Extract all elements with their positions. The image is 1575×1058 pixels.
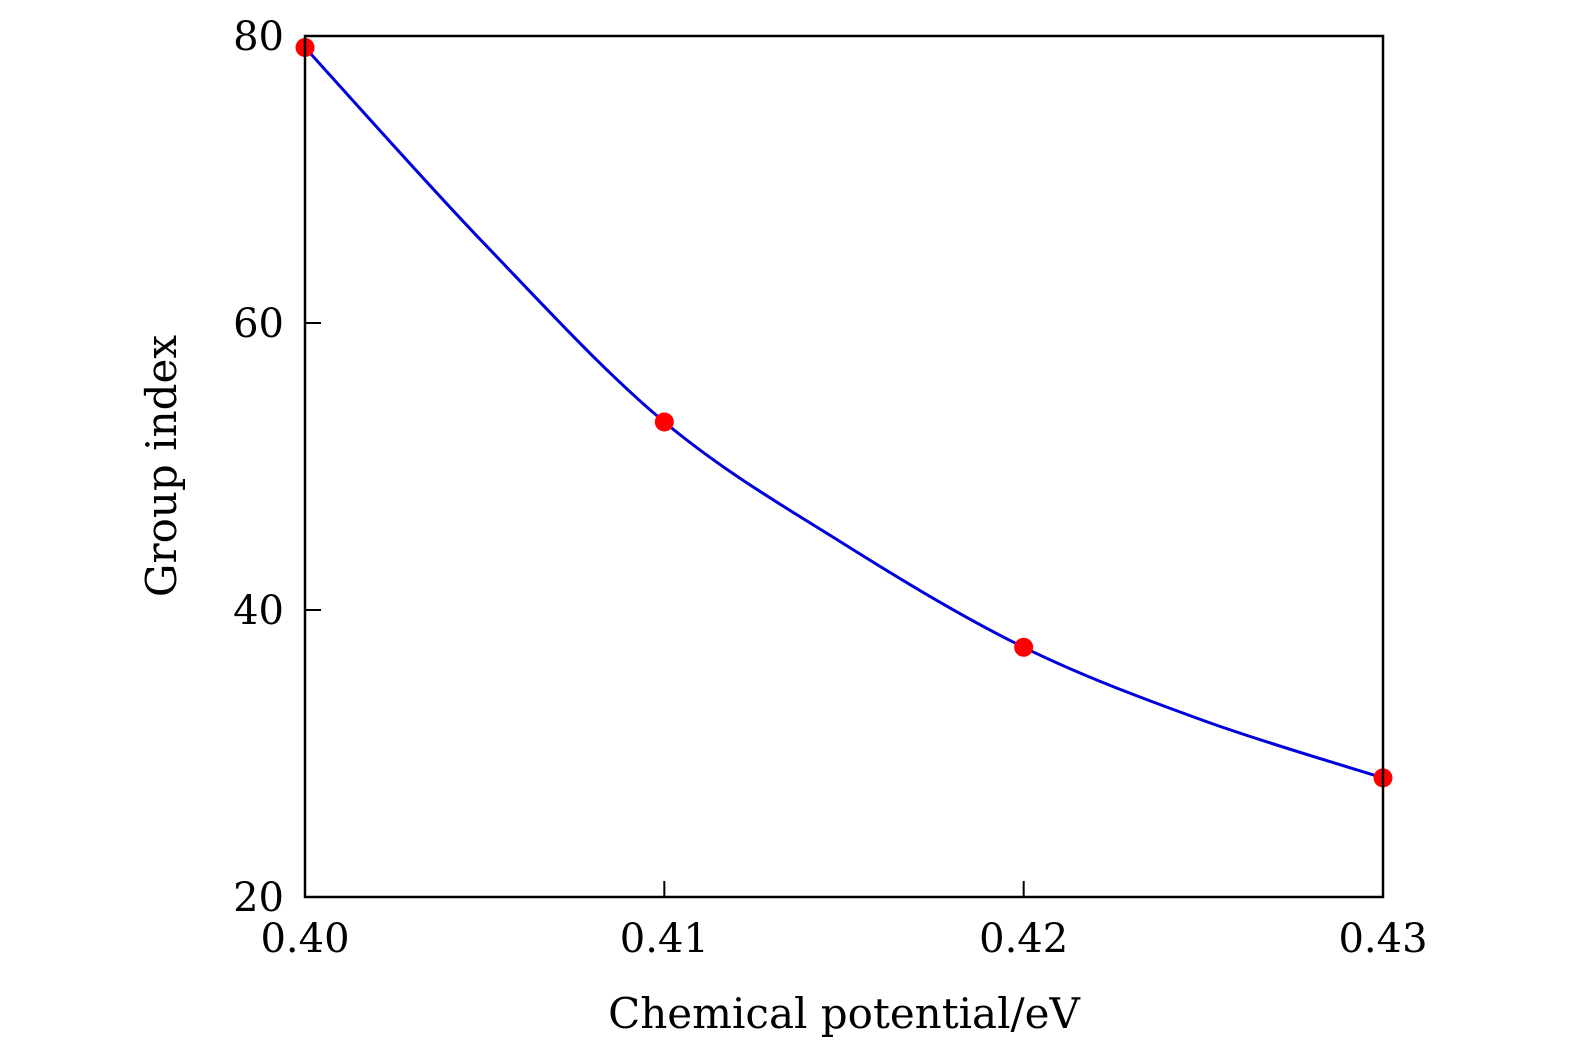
y-tick-label: 80 — [233, 14, 284, 60]
data-point-marker — [654, 412, 674, 432]
plot-frame — [303, 34, 1385, 899]
x-tick-label: 0.42 — [979, 916, 1068, 962]
y-tick-label: 60 — [233, 301, 284, 347]
markers-layer — [295, 37, 1393, 788]
series-line — [303, 46, 1384, 780]
y-axis-title: Group index — [137, 335, 186, 597]
ticks-layer: 0.40 0.41 0.42 0.43 20 40 60 80 — [233, 14, 1427, 962]
x-tick-label: 0.40 — [260, 916, 349, 962]
y-tick-label: 20 — [233, 875, 284, 921]
data-point-marker — [1014, 637, 1034, 657]
x-tick-label: 0.43 — [1338, 916, 1427, 962]
x-axis-title: Chemical potential/eV — [608, 989, 1080, 1038]
x-tick-label: 0.41 — [620, 916, 709, 962]
line-layer — [303, 46, 1384, 780]
y-tick-label: 40 — [233, 588, 284, 634]
